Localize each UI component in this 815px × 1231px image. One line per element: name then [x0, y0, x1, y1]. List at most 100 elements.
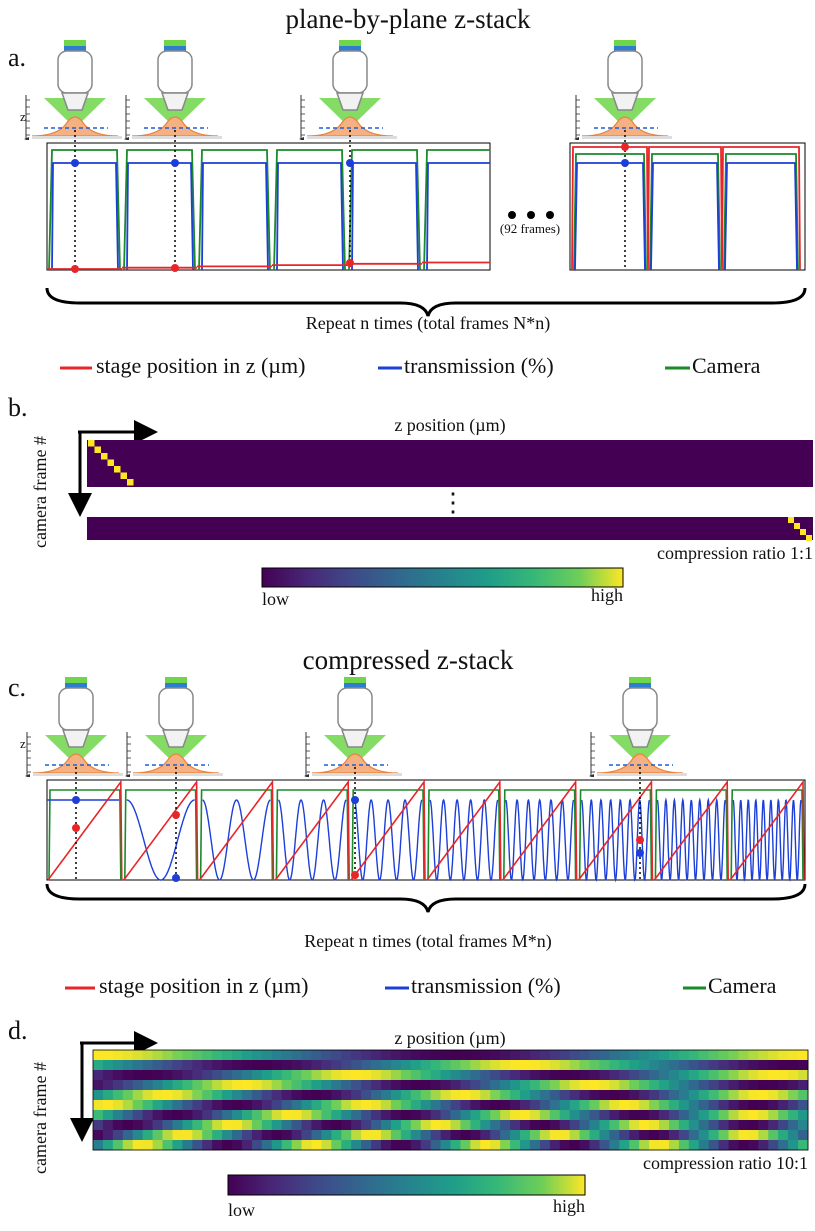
heatmap-cell [163, 1050, 173, 1060]
heatmap-cell [311, 1070, 321, 1080]
heatmap-cell [629, 1140, 639, 1150]
heatmap-cell [321, 1080, 331, 1090]
heatmap-cell [470, 1050, 480, 1060]
heatmap-cell [540, 1110, 550, 1120]
heatmap-cell [649, 1090, 659, 1100]
heatmap-cell [649, 1110, 659, 1120]
heatmap-cell [580, 1090, 590, 1100]
heatmap-cell [629, 1060, 639, 1070]
microscope-icon [125, 677, 223, 778]
heatmap-cell [699, 1080, 709, 1090]
marker-dot [72, 796, 80, 804]
heatmap-cell [292, 1140, 302, 1150]
colorbar-low: low [228, 1200, 255, 1220]
heatmap-cell [629, 1070, 639, 1080]
heatmap-cell [540, 1140, 550, 1150]
heatmap-cell [649, 1120, 659, 1130]
heatmap-cell [421, 1060, 431, 1070]
heatmap-cell [639, 1080, 649, 1090]
heatmap-cell [689, 1080, 699, 1090]
heatmap-cell [252, 1070, 262, 1080]
heatmap-cell [778, 1130, 788, 1140]
heatmap-cell [520, 1140, 530, 1150]
panel-label: a. [8, 43, 26, 72]
heatmap-cell [609, 1100, 619, 1110]
marker-dot [621, 159, 629, 167]
heatmap-cell [182, 1080, 192, 1090]
heatmap-cell [719, 1120, 729, 1130]
heatmap-cell [441, 1070, 451, 1080]
heatmap-cell [361, 1140, 371, 1150]
heatmap-cell [331, 1090, 341, 1100]
heatmap-cell [133, 1100, 143, 1110]
heatmap-cell [460, 1110, 470, 1120]
heatmap-cell [719, 1140, 729, 1150]
heatmap-cell [480, 1120, 490, 1130]
heatmap-cell [262, 1060, 272, 1070]
heatmap-cell [550, 1140, 560, 1150]
heatmap-cell [451, 1100, 461, 1110]
microscope-icon [25, 677, 123, 778]
heatmap-cell [619, 1130, 629, 1140]
heatmap-cell [709, 1090, 719, 1100]
heatmap-cell [431, 1080, 441, 1090]
heatmap-cell [599, 1070, 609, 1080]
heatmap-cell [788, 1110, 798, 1120]
y-axis-label: camera frame # [30, 1062, 50, 1174]
gap-note: (92 frames) [500, 221, 560, 236]
heatmap-cell [242, 1100, 252, 1110]
heatmap-cell [232, 1090, 242, 1100]
heatmap-cell [361, 1130, 371, 1140]
figure: plane-by-plane z-stack a. z (92 frames) … [0, 0, 815, 1231]
heatmap-cell [321, 1100, 331, 1110]
heatmap-cell [222, 1100, 232, 1110]
heatmap-cell [123, 1120, 133, 1130]
heatmap-cell [192, 1120, 202, 1130]
heatmap-cell [709, 1120, 719, 1130]
heatmap-cell [351, 1140, 361, 1150]
heatmap-cell [113, 1140, 123, 1150]
marker-dot [636, 849, 644, 857]
heatmap-cell [371, 1140, 381, 1150]
heatmap-cell [272, 1120, 282, 1130]
heatmap-cell [252, 1100, 262, 1110]
heatmap-cell [510, 1140, 520, 1150]
x-axis-label: z position (µm) [394, 1028, 505, 1049]
heatmap-cell [540, 1080, 550, 1090]
heatmap-cell [282, 1120, 292, 1130]
heatmap-cell [669, 1070, 679, 1080]
heatmap-cell [371, 1060, 381, 1070]
heatmap-cell [212, 1080, 222, 1090]
marker-dot [71, 265, 79, 273]
heatmap-cell [659, 1090, 669, 1100]
heatmap-cell [113, 1090, 123, 1100]
heatmap-cell [738, 1070, 748, 1080]
heatmap-cell [172, 1110, 182, 1120]
heatmap-cell [580, 1120, 590, 1130]
heatmap-cell [460, 1120, 470, 1130]
heatmap-cell [738, 1120, 748, 1130]
heatmap-cell [599, 1080, 609, 1090]
heatmap-cell [470, 1110, 480, 1120]
heatmap-cell [590, 1100, 600, 1110]
heatmap-cell [460, 1050, 470, 1060]
heatmap-cell [381, 1050, 391, 1060]
heatmap-cell [738, 1110, 748, 1120]
heatmap-cell [321, 1130, 331, 1140]
heatmap-cell [580, 1050, 590, 1060]
heatmap-cell [272, 1060, 282, 1070]
heatmap-cell [411, 1080, 421, 1090]
heatmap-cell [500, 1090, 510, 1100]
heatmap-cell [143, 1140, 153, 1150]
heatmap-cell [629, 1080, 639, 1090]
heatmap-cell [699, 1140, 709, 1150]
colorbar-low: low [262, 589, 289, 609]
heatmap-cell [490, 1110, 500, 1120]
heatmap-cell [580, 1130, 590, 1140]
heatmap-cell [758, 1140, 768, 1150]
heatmap-cell [252, 1050, 262, 1060]
heatmap-cell [441, 1100, 451, 1110]
heatmap-cell [262, 1130, 272, 1140]
heatmap-cell [153, 1060, 163, 1070]
heatmap-cell [381, 1140, 391, 1150]
